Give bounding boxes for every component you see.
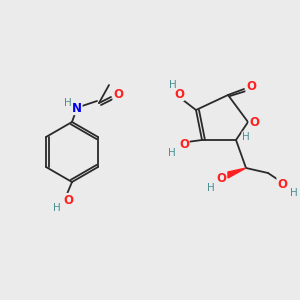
Text: H: H <box>53 203 61 213</box>
Text: H: H <box>242 132 250 142</box>
Text: H: H <box>290 188 298 198</box>
Text: O: O <box>249 116 259 130</box>
Text: H: H <box>207 183 215 193</box>
Text: O: O <box>63 194 73 206</box>
Text: H: H <box>64 98 72 108</box>
Polygon shape <box>228 168 246 178</box>
Text: N: N <box>72 101 82 115</box>
Text: O: O <box>174 88 184 100</box>
Text: O: O <box>216 172 226 184</box>
Text: O: O <box>246 80 256 94</box>
Text: H: H <box>168 148 176 158</box>
Text: H: H <box>169 80 177 90</box>
Text: O: O <box>277 178 287 190</box>
Text: O: O <box>179 137 189 151</box>
Text: O: O <box>113 88 123 100</box>
